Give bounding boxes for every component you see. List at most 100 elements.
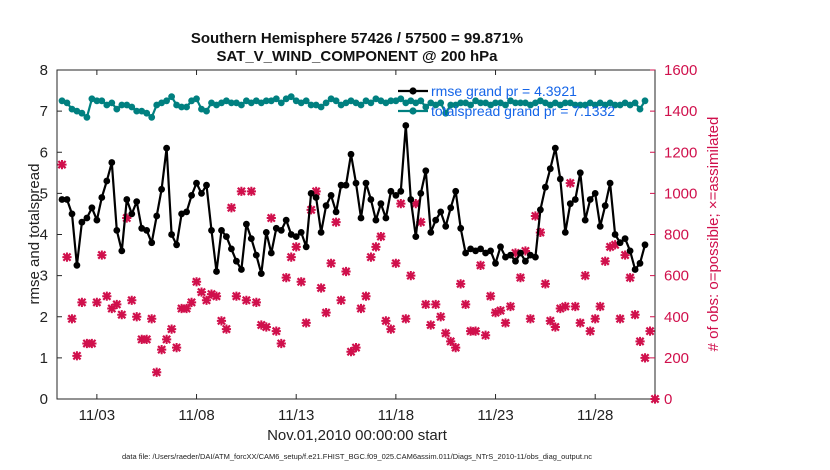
rmse-point xyxy=(317,229,325,236)
obs-marker xyxy=(436,312,446,322)
obs-marker xyxy=(301,318,311,328)
obs-marker xyxy=(495,305,506,316)
totalspread-point xyxy=(357,101,365,109)
rmse-point xyxy=(626,247,634,255)
y-right-tick-label: 0 xyxy=(664,391,672,408)
totalspread-point xyxy=(502,101,509,109)
rmse-point xyxy=(282,216,290,224)
y-right-tick-label: 1200 xyxy=(664,144,697,161)
obs-marker xyxy=(147,314,157,324)
rmse-point xyxy=(247,235,255,243)
obs-marker xyxy=(117,310,127,320)
y-axis-label-right: # of obs: o=possible; ×=assimilated xyxy=(705,117,722,352)
totalspread-point xyxy=(422,103,430,111)
totalspread-point xyxy=(641,97,649,105)
rmse-point xyxy=(492,259,499,267)
obs-marker xyxy=(570,301,580,312)
obs-marker xyxy=(351,342,361,353)
chart-title: Southern Hemisphere 57426 / 57500 = 99.8… xyxy=(191,30,523,47)
y-right-tick-label: 1600 xyxy=(664,62,697,79)
obs-marker xyxy=(580,271,590,281)
totalspread-point xyxy=(78,109,86,117)
obs-marker xyxy=(291,242,301,252)
obs-marker xyxy=(321,308,331,318)
x-tick-label: 11/13 xyxy=(278,407,314,424)
rmse-point xyxy=(133,198,141,206)
totalspread-series xyxy=(58,93,649,121)
rmse-point xyxy=(58,196,66,203)
totalspread-point xyxy=(387,97,395,105)
obs-marker xyxy=(97,250,107,260)
obs-marker xyxy=(231,291,241,301)
rmse-point xyxy=(546,165,554,173)
rmse-point xyxy=(636,259,644,267)
rmse-point xyxy=(537,206,544,214)
rmse-point xyxy=(352,179,360,187)
totalspread-point xyxy=(437,99,445,107)
rmse-point xyxy=(233,257,240,265)
totalspread-point xyxy=(238,101,245,109)
obs-marker xyxy=(645,326,655,336)
totalspread-point xyxy=(98,97,106,105)
rmse-point xyxy=(297,229,305,236)
rmse-point xyxy=(143,227,151,234)
totalspread-point xyxy=(168,93,176,101)
rmse-point xyxy=(98,194,106,201)
rmse-point xyxy=(83,214,91,222)
totalspread-point xyxy=(636,105,644,113)
rmse-point xyxy=(512,257,519,265)
rmse-point xyxy=(68,210,76,218)
y-left-tick-label: 5 xyxy=(40,185,48,202)
rmse-point xyxy=(292,233,300,241)
totalspread-point xyxy=(512,99,519,107)
obs-marker xyxy=(575,318,585,328)
rmse-point xyxy=(357,214,365,222)
obs-marker xyxy=(132,312,142,322)
y-right-tick-label: 1400 xyxy=(664,103,697,120)
obs-marker xyxy=(560,301,570,312)
obs-marker xyxy=(181,303,192,314)
obs-marker xyxy=(142,334,152,344)
obs-marker xyxy=(167,324,177,334)
obs-marker xyxy=(515,273,526,283)
y-left-tick-label: 7 xyxy=(40,103,48,120)
obs-marker xyxy=(241,295,251,305)
obs-marker xyxy=(366,252,376,262)
rmse-point xyxy=(517,249,524,257)
rmse-point xyxy=(447,204,455,212)
obs-marker xyxy=(401,314,411,324)
totalspread-point xyxy=(163,97,171,105)
y-left-tick-label: 8 xyxy=(40,62,48,79)
obs-marker xyxy=(266,213,276,223)
rmse-point xyxy=(641,241,649,249)
rmse-point xyxy=(257,270,265,277)
rmse-point xyxy=(337,181,345,189)
obs-marker xyxy=(475,260,486,270)
legend-spread-marker xyxy=(409,107,417,115)
totalspread-point xyxy=(287,93,295,101)
obs-assimilated-series xyxy=(57,159,660,404)
totalspread-point xyxy=(442,109,450,117)
rmse-point xyxy=(307,190,315,197)
obs-marker xyxy=(421,299,431,310)
rmse-point xyxy=(243,220,250,228)
obs-marker xyxy=(127,295,137,305)
rmse-point xyxy=(322,202,330,210)
rmse-point xyxy=(551,144,559,152)
rmse-point xyxy=(457,224,465,232)
obs-marker xyxy=(236,186,246,196)
obs-marker xyxy=(62,252,72,262)
y-right-tick-label: 200 xyxy=(664,350,689,367)
rmse-point xyxy=(377,200,385,208)
obs-marker xyxy=(381,316,391,326)
rmse-point xyxy=(262,229,270,236)
rmse-point xyxy=(611,231,619,238)
y-left-tick-label: 6 xyxy=(40,144,48,161)
obs-marker xyxy=(87,338,97,349)
obs-marker xyxy=(565,178,575,188)
obs-marker xyxy=(540,279,550,289)
rmse-point xyxy=(542,183,549,191)
rmse-point xyxy=(342,181,350,189)
obs-marker xyxy=(77,297,87,307)
